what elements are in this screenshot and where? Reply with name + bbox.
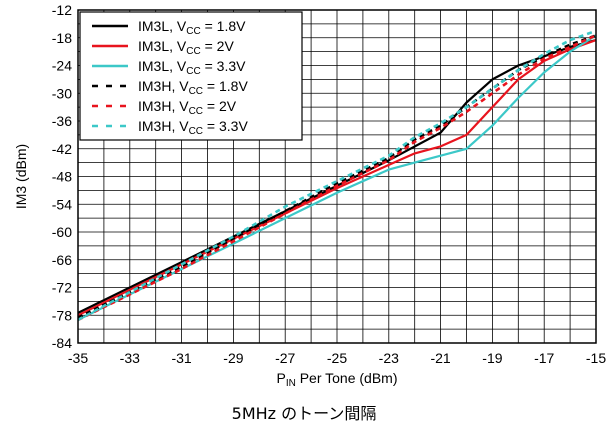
legend-label: IM3L, VCC = 1.8V	[138, 18, 246, 37]
series-line	[77, 34, 597, 319]
y-tick-label: -42	[52, 141, 72, 157]
y-tick-label: -66	[52, 252, 72, 268]
legend-label: IM3L, VCC = 2V	[138, 38, 234, 57]
y-tick-label: -36	[52, 113, 72, 129]
legend-label: IM3H, VCC = 2V	[138, 98, 237, 117]
y-tick-label: -30	[52, 85, 72, 101]
x-tick-label: -29	[223, 350, 243, 366]
x-tick-label: -19	[482, 350, 502, 366]
legend-label: IM3H, VCC = 3.3V	[138, 118, 248, 137]
x-tick-label: -25	[327, 350, 347, 366]
series-line	[77, 34, 597, 321]
y-tick-label: -24	[52, 58, 72, 74]
y-tick-label: -18	[52, 30, 72, 46]
x-tick-label: -31	[171, 350, 191, 366]
y-axis-label: IM3 (dBm)	[13, 144, 29, 209]
y-tick-label: -84	[52, 335, 72, 351]
x-tick-label: -27	[275, 350, 295, 366]
y-tick-label: -12	[52, 2, 72, 18]
x-tick-label: -21	[430, 350, 450, 366]
legend-label: IM3H, VCC = 1.8V	[138, 78, 248, 97]
im3-line-chart: -12-18-24-30-36-42-48-54-60-66-72-78-84 …	[13, 2, 606, 389]
y-tick-label: -72	[52, 280, 72, 296]
y-tick-labels: -12 -18 -24 -30 -36 -42 -48 -54 -60 -66 -72 -78 -84	[52, 2, 72, 351]
y-tick-label: -78	[52, 307, 72, 323]
figure-caption: 5MHz のトーン間隔	[231, 404, 377, 423]
legend-box	[79, 11, 303, 141]
x-tick-label: -33	[120, 350, 140, 366]
series-line	[77, 29, 597, 322]
x-tick-label: -23	[379, 350, 399, 366]
legend-label: IM3L, VCC = 3.3V	[138, 58, 246, 77]
plot-frame	[77, 9, 597, 344]
x-axis-label: PIN Per Tone (dBm)	[276, 370, 397, 389]
series-layer	[77, 29, 597, 322]
y-tick-label: -60	[52, 224, 72, 240]
x-tick-label: -17	[534, 350, 554, 366]
y-tick-label: -48	[52, 169, 72, 185]
x-tick-label: -35	[68, 350, 88, 366]
x-tick-labels: -35 -33 -31 -29 -27 -25 -23 -21 -19 -17 -15	[68, 350, 606, 366]
y-tick-label: -54	[52, 196, 72, 212]
x-tick-label: -15	[586, 350, 606, 366]
series-line	[77, 34, 597, 322]
